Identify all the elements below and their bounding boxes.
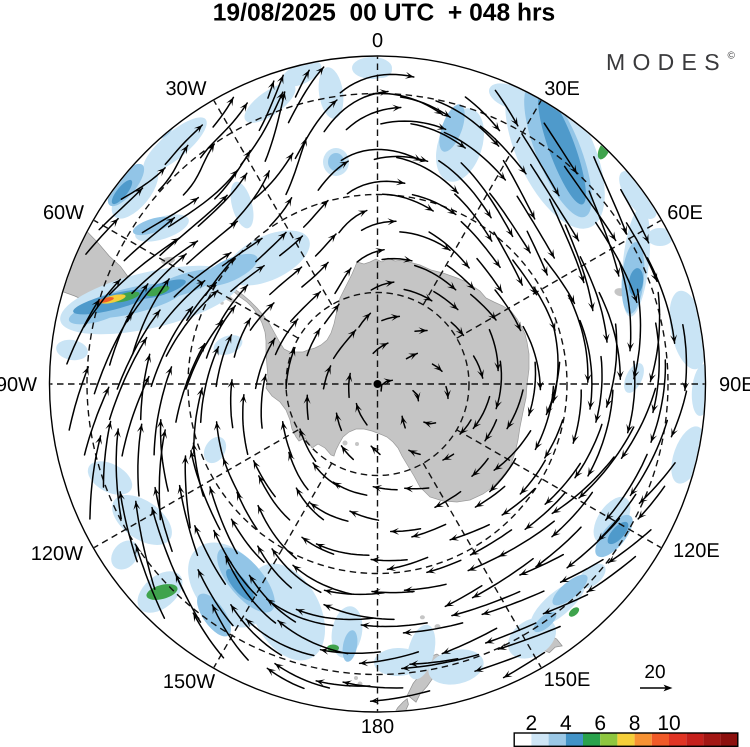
svg-text:MODES: MODES (606, 49, 727, 75)
svg-text:60W: 60W (43, 202, 84, 224)
svg-text:4: 4 (560, 712, 572, 735)
svg-text:19/08/2025 00 UTC + 048 hrs: 19/08/2025 00 UTC + 048 hrs (213, 0, 556, 27)
svg-text:©: © (728, 51, 736, 62)
svg-text:10: 10 (657, 712, 680, 735)
svg-text:90E: 90E (719, 374, 750, 396)
svg-text:180: 180 (361, 716, 394, 738)
svg-text:20: 20 (644, 662, 665, 683)
svg-text:2: 2 (526, 712, 538, 735)
svg-text:0: 0 (372, 30, 383, 52)
svg-text:60E: 60E (667, 202, 703, 224)
svg-text:30E: 30E (544, 78, 580, 100)
svg-text:150E: 150E (544, 669, 591, 691)
svg-text:30W: 30W (165, 78, 206, 100)
svg-text:6: 6 (594, 712, 606, 735)
svg-text:150W: 150W (163, 671, 215, 693)
svg-text:120E: 120E (673, 540, 720, 562)
svg-text:120W: 120W (31, 543, 83, 565)
svg-text:8: 8 (629, 712, 641, 735)
svg-text:90W: 90W (0, 374, 37, 396)
